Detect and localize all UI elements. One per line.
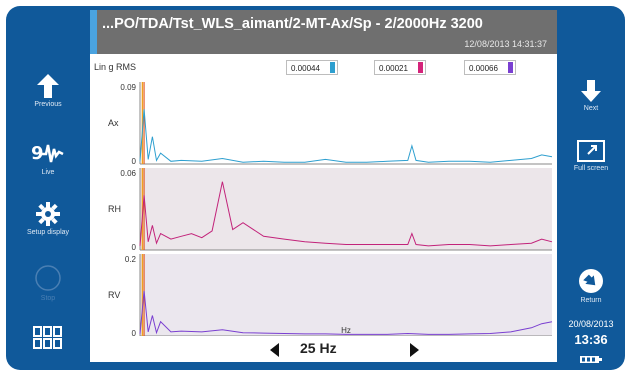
return-icon [579,269,603,293]
gear-icon [36,202,60,226]
y-tick-max: 0.09 [120,83,136,92]
left-sidebar: Previous 9 Live Setup display Stop [6,6,90,370]
next-button[interactable]: Next [557,80,625,112]
legend-row: Lin g RMS 0.00044 0.00021 0.00066 [90,56,557,80]
fullscreen-icon [577,140,605,162]
stop-label: Stop [40,295,56,302]
legend-swatch [418,62,423,73]
stop-button: Stop [6,264,90,302]
x-axis-label: Hz [341,326,351,335]
series-name-label: Ax [108,118,119,128]
frequency-previous-button[interactable] [270,343,279,357]
live-label: Live [41,169,55,176]
panel-background [140,168,552,250]
y-tick-min: 0 [132,329,137,336]
measurement-title: ...PO/TDA/Tst_WLS_aimant/2-MT-Ax/Sp - 2/… [102,16,483,32]
return-label: Return [580,297,602,304]
legend-value-rv[interactable]: 0.00066 [464,60,516,75]
spectrum-line-ax [139,109,553,163]
legend-value-text: 0.00021 [379,64,408,73]
spectrum-line-rh [139,181,553,247]
grid-menu-icon [33,326,62,349]
arrow-down-icon [581,80,601,102]
series-name-label: RV [108,290,120,300]
live-waveform-icon: 9 [31,143,64,164]
full-screen-button[interactable]: Full screen [557,140,625,172]
panel-background [140,254,552,336]
spectrum-line-rv [139,290,553,335]
legend-swatch [330,62,335,73]
live-button[interactable]: 9 Live [6,140,90,176]
legend-value-rh[interactable]: 0.00021 [374,60,426,75]
y-tick-min: 0 [132,243,137,252]
battery-indicator [557,351,625,369]
title-accent [90,10,97,54]
legend-value-text: 0.00044 [291,64,320,73]
y-tick-min: 0 [132,157,137,166]
y-tick-max: 0.2 [125,255,137,264]
y-unit-label: Lin g RMS [94,62,137,72]
clock-time: 13:36 [574,332,608,347]
right-sidebar: Next Full screen Return 20/08/2013 13:36 [557,6,625,370]
legend-value-text: 0.00066 [469,64,498,73]
measurement-timestamp: 12/08/2013 14:31:37 [464,39,547,49]
svg-text:9: 9 [31,143,44,164]
clock-date: 20/08/2013 [568,319,614,329]
panel-background [140,82,552,164]
setup-display-button[interactable]: Setup display [6,202,90,236]
full-screen-label: Full screen [573,165,609,172]
frequency-step-value: 25 Hz [300,340,337,356]
setup-display-label: Setup display [26,229,70,236]
legend-swatch [508,62,513,73]
frequency-next-button[interactable] [410,343,419,357]
y-tick-max: 0.06 [120,169,136,178]
analysis-screen: ...PO/TDA/Tst_WLS_aimant/2-MT-Ax/Sp - 2/… [90,10,557,362]
battery-icon [580,356,602,363]
arrow-up-icon [37,74,59,98]
previous-label: Previous [34,101,62,108]
previous-button[interactable]: Previous [6,74,90,108]
device-frame: Previous 9 Live Setup display Stop ...PO… [6,6,625,370]
return-button[interactable]: Return [557,268,625,304]
series-name-label: RH [108,204,121,214]
next-label: Next [583,105,599,112]
title-bar: ...PO/TDA/Tst_WLS_aimant/2-MT-Ax/Sp - 2/… [90,10,557,54]
power-circle-icon [35,265,61,291]
frequency-step-bar: 25 Hz [90,336,557,362]
legend-value-ax[interactable]: 0.00044 [286,60,338,75]
menu-grid-button[interactable] [6,326,90,350]
